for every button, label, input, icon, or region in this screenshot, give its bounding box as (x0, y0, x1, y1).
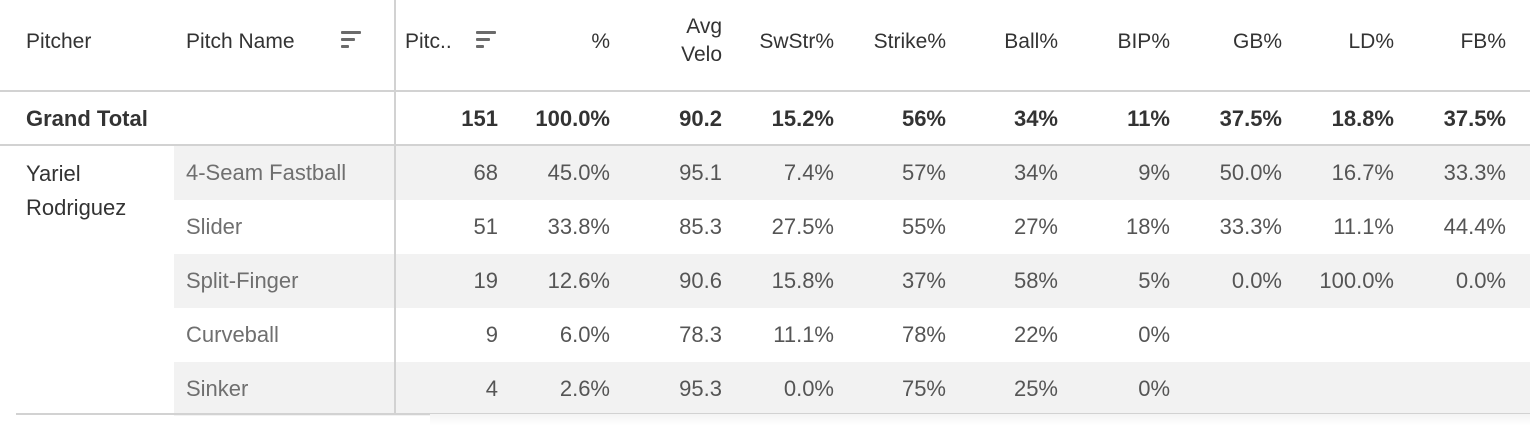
header-fb[interactable]: FB% (1460, 30, 1506, 53)
cell-pitches: 9 (485, 322, 498, 347)
cell-ld: 11.1% (1333, 214, 1394, 239)
cell-pct: 12.6% (547, 268, 610, 293)
cell-ld: 16.7% (1331, 160, 1394, 185)
header-bip[interactable]: BIP% (1117, 30, 1170, 53)
header-pct[interactable]: % (591, 30, 610, 53)
cell-swstr: 15.2% (771, 106, 834, 131)
cell-pitches: 4 (485, 376, 498, 401)
grand-total-label: Grand Total (26, 106, 148, 131)
column-divider (394, 0, 396, 414)
sort-descending-icon[interactable] (341, 31, 363, 51)
cell-ld: 100.0% (1319, 268, 1394, 293)
cell-ball: 58% (1013, 268, 1058, 293)
cell-strike: 55% (901, 214, 946, 239)
cell-pct: 6.0% (559, 322, 610, 347)
total-divider (0, 144, 1530, 146)
row-stripe (174, 362, 1530, 416)
sort-descending-icon[interactable] (476, 31, 498, 51)
cell-strike: 57% (901, 160, 946, 185)
cell-gb: 33.3% (1219, 214, 1282, 239)
cell-ld: 18.8% (1331, 106, 1394, 131)
cell-bip: 11% (1127, 106, 1170, 131)
cell-ball: 27% (1013, 214, 1058, 239)
pitch-name-cell[interactable]: 4-Seam Fastball (186, 160, 347, 185)
cell-fb: 37.5% (1443, 106, 1506, 131)
cell-strike: 37% (901, 268, 946, 293)
cell-ball: 22% (1013, 322, 1058, 347)
header-pitcher[interactable]: Pitcher (26, 30, 92, 53)
cell-pct: 2.6% (559, 376, 610, 401)
cell-bip: 5% (1138, 268, 1170, 293)
header-ld[interactable]: LD% (1348, 30, 1394, 53)
cell-fb: 0.0% (1455, 268, 1506, 293)
cell-velo: 95.1 (679, 160, 722, 185)
pitch-name-cell[interactable]: Sinker (186, 376, 249, 401)
pitch-name-cell[interactable]: Split-Finger (186, 268, 299, 293)
header-ball[interactable]: Ball% (1004, 30, 1058, 53)
header-strike[interactable]: Strike% (873, 30, 946, 53)
cell-bip: 0% (1138, 322, 1170, 347)
header-gb[interactable]: GB% (1232, 30, 1282, 53)
scroll-shadow (430, 414, 1530, 426)
cell-ball: 34% (1013, 160, 1058, 185)
cell-swstr: 11.1% (773, 322, 834, 347)
cell-swstr: 7.4% (783, 160, 834, 185)
cell-strike: 78% (901, 322, 946, 347)
cell-pitches: 151 (461, 106, 498, 131)
cell-pct: 33.8% (547, 214, 610, 239)
row-stripe (174, 146, 1530, 200)
cell-bip: 0% (1138, 376, 1170, 401)
cell-strike: 75% (901, 376, 946, 401)
cell-swstr: 15.8% (771, 268, 834, 293)
cell-gb: 37.5% (1219, 106, 1282, 131)
header-divider (0, 90, 1530, 92)
cell-strike: 56% (901, 106, 946, 131)
cell-velo: 90.6 (679, 268, 722, 293)
cell-ball: 25% (1013, 376, 1058, 401)
cell-fb: 44.4% (1443, 214, 1506, 239)
cell-gb: 0.0% (1231, 268, 1282, 293)
cell-velo: 95.3 (679, 376, 722, 401)
cell-pitches: 68 (473, 160, 498, 185)
cell-fb: 33.3% (1443, 160, 1506, 185)
cell-bip: 18% (1125, 214, 1170, 239)
cell-bip: 9% (1138, 160, 1170, 185)
row-stripe (174, 254, 1530, 308)
header-pitches[interactable]: Pitc.. (405, 30, 452, 53)
cell-velo: 85.3 (679, 214, 722, 239)
cell-ball: 34% (1013, 106, 1058, 131)
cell-swstr: 27.5% (771, 214, 834, 239)
cell-swstr: 0.0% (783, 376, 834, 401)
cell-pitches: 19 (473, 268, 498, 293)
cell-gb: 50.0% (1219, 160, 1282, 185)
pitch-name-cell[interactable]: Slider (186, 214, 243, 239)
cell-pct: 45.0% (547, 160, 610, 185)
pitch-name-cell[interactable]: Curveball (186, 322, 279, 347)
cell-velo: 90.2 (679, 106, 722, 131)
header-avg-velo[interactable]: Avg Velo (681, 15, 722, 66)
cell-pitches: 51 (473, 214, 498, 239)
pitcher-name[interactable]: Yariel Rodriguez (26, 161, 127, 220)
header-pitch-name[interactable]: Pitch Name (186, 30, 295, 53)
header-swstr[interactable]: SwStr% (759, 30, 834, 53)
cell-velo: 78.3 (679, 322, 722, 347)
cell-pct: 100.0% (535, 106, 610, 131)
